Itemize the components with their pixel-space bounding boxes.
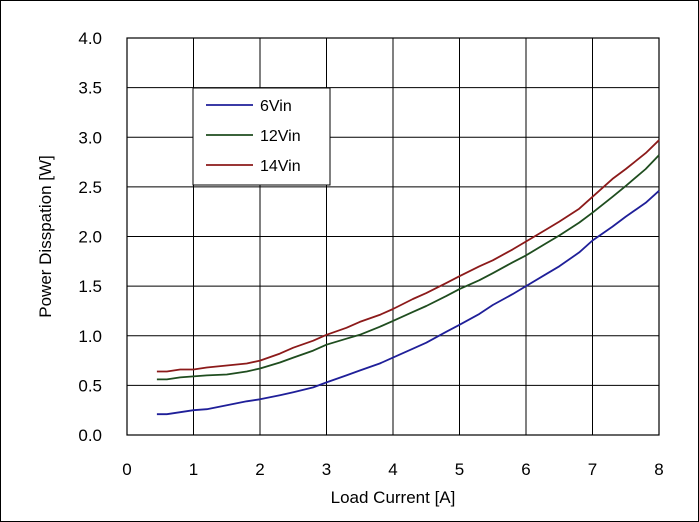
series-line-14vin [156,139,660,373]
series-line-12vin [156,154,660,381]
y-tick-label: 1.5 [78,277,102,296]
y-axis-ticks: 0.0 0.5 1.0 1.5 2.0 2.5 3.0 3.5 4.0 [78,29,102,445]
y-axis-label: Power Disspation [W] [36,155,55,318]
x-tick-label: 5 [455,460,464,479]
x-tick-label: 0 [122,460,131,479]
y-tick-label: 3.0 [78,128,102,147]
x-tick-label: 2 [255,460,264,479]
x-tick-label: 7 [588,460,597,479]
x-tick-label: 8 [654,460,663,479]
series-line-6vin [156,190,660,416]
legend: 6Vin 12Vin 14Vin [192,87,331,186]
legend-label-14vin: 14Vin [260,158,301,175]
series-layer [156,139,660,416]
legend-label-12vin: 12Vin [260,128,301,145]
x-tick-label: 4 [388,460,397,479]
y-tick-label: 0.5 [78,376,102,395]
y-tick-label: 0.0 [78,426,102,445]
x-tick-label: 3 [322,460,331,479]
x-tick-label: 6 [521,460,530,479]
x-axis-label: Load Current [A] [331,488,456,507]
x-tick-label: 1 [189,460,198,479]
y-tick-label: 4.0 [78,29,102,48]
y-tick-label: 2.0 [78,228,102,247]
y-tick-label: 2.5 [78,178,102,197]
y-tick-label: 1.0 [78,327,102,346]
legend-label-6vin: 6Vin [260,98,292,115]
y-tick-label: 3.5 [78,79,102,98]
x-axis-ticks: 0 1 2 3 4 5 6 7 8 [122,460,663,479]
